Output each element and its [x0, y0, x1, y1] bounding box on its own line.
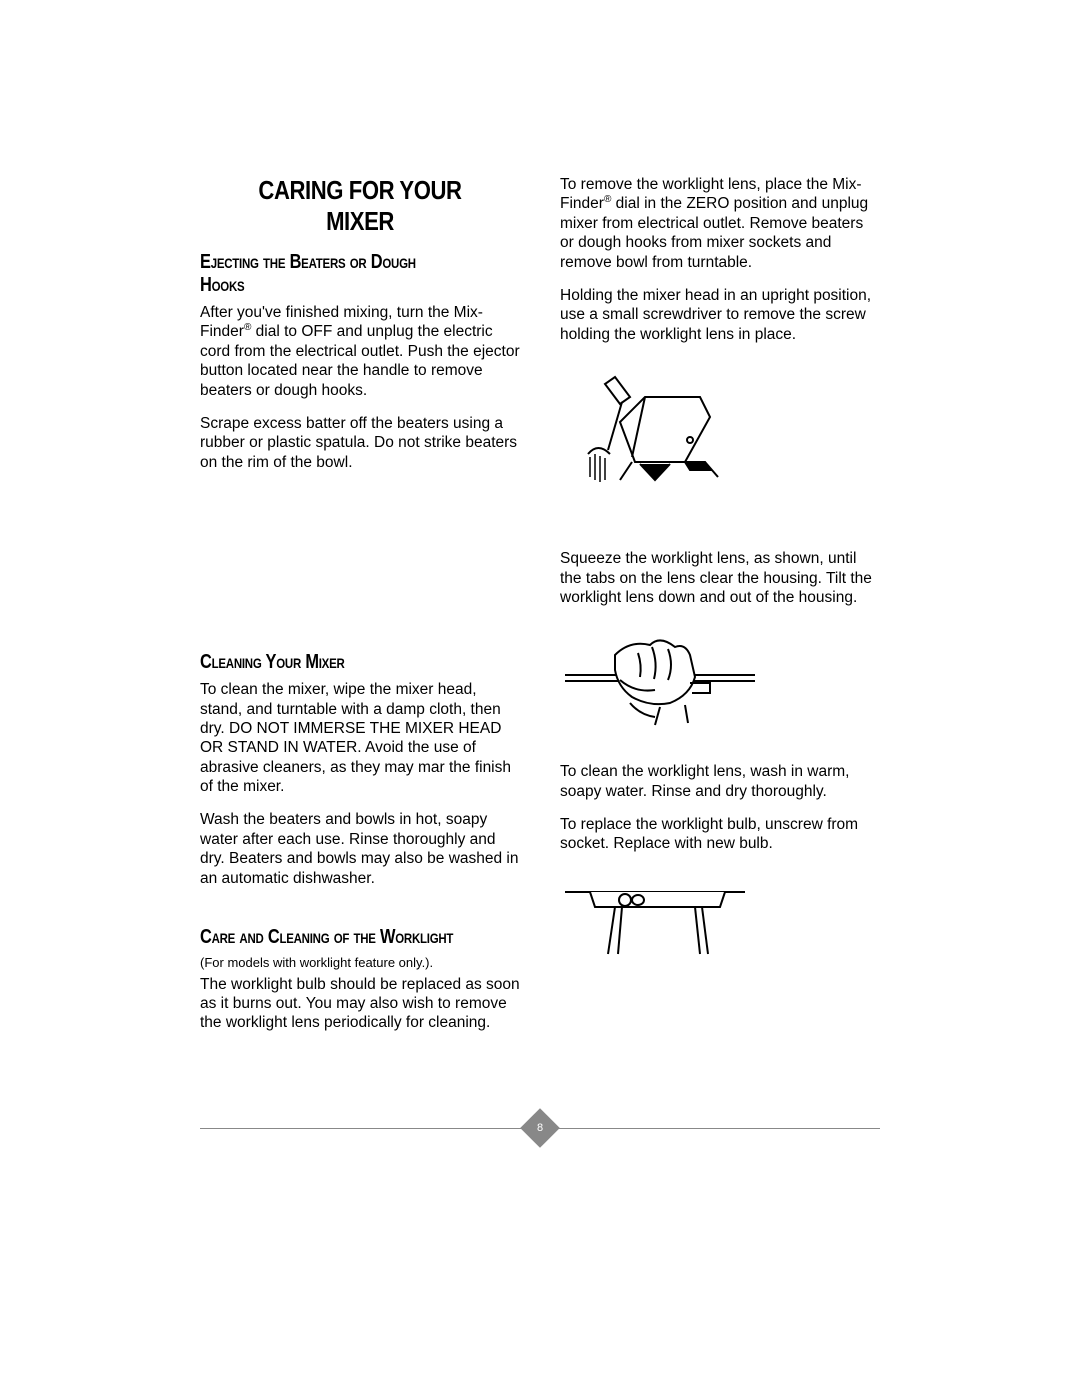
illustration-bulb-socket: [560, 872, 880, 972]
hand-squeeze-icon: [560, 625, 760, 735]
page-footer: 8: [200, 1114, 880, 1142]
illustration-hand-squeeze: [560, 625, 880, 740]
section-heading-cleaning: Cleaning Your Mixer: [200, 651, 462, 674]
manual-page: CARING FOR YOUR MIXER Ejecting the Beate…: [0, 0, 1080, 1127]
body-paragraph: To remove the worklight lens, place the …: [560, 175, 880, 272]
main-title: CARING FOR YOUR MIXER: [224, 175, 496, 237]
screwdriver-icon: [560, 362, 730, 492]
body-paragraph: Scrape excess batter off the beaters usi…: [200, 414, 520, 472]
left-column: CARING FOR YOUR MIXER Ejecting the Beate…: [200, 175, 520, 1047]
body-paragraph: The worklight bulb should be replaced as…: [200, 975, 520, 1033]
body-paragraph: To replace the worklight bulb, unscrew f…: [560, 815, 880, 854]
section-heading-worklight: Care and Cleaning of the Worklight: [200, 926, 462, 949]
body-paragraph: Wash the beaters and bowls in hot, soapy…: [200, 810, 520, 888]
spacer: [200, 486, 520, 651]
body-paragraph: Squeeze the worklight lens, as shown, un…: [560, 549, 880, 607]
body-paragraph: Holding the mixer head in an upright pos…: [560, 286, 880, 344]
illustration-screwdriver: [560, 362, 880, 497]
body-paragraph: To clean the worklight lens, wash in war…: [560, 762, 880, 801]
body-paragraph: To clean the mixer, wipe the mixer head,…: [200, 680, 520, 796]
note-text: (For models with worklight feature only.…: [200, 955, 520, 971]
footer-rule-right: [552, 1128, 880, 1129]
footer-rule-left: [200, 1128, 528, 1129]
body-paragraph: After you've finished mixing, turn the M…: [200, 303, 520, 400]
right-column: To remove the worklight lens, place the …: [560, 175, 880, 1047]
section-heading-ejecting: Ejecting the Beaters or Dough Hooks: [200, 251, 462, 297]
bulb-socket-icon: [560, 872, 750, 967]
page-number-diamond: 8: [520, 1108, 560, 1148]
spacer: [560, 519, 880, 549]
spacer: [200, 902, 520, 926]
page-number: 8: [537, 1122, 543, 1134]
